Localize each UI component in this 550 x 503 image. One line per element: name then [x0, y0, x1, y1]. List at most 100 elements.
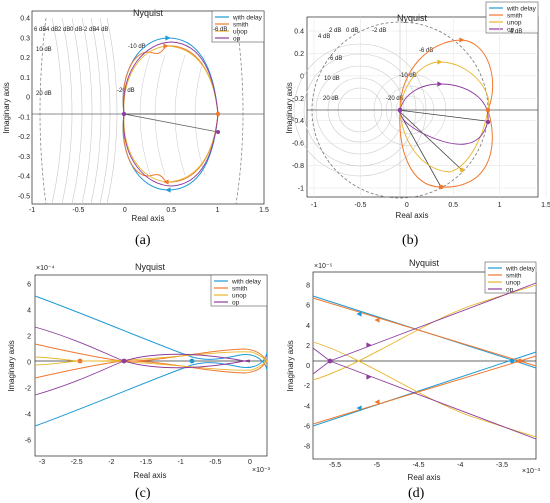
series-line-with-delay	[34, 295, 268, 371]
panel-d-y-tick-label: -8	[304, 444, 310, 451]
panel-b-y-tick-label: -0.6	[292, 141, 304, 148]
panel-b-x-tick-label: 0.5	[448, 202, 458, 209]
db-label: -6 dB	[213, 27, 227, 33]
series-line-unop	[34, 351, 268, 363]
panel-a-y-tick-label: 0	[26, 95, 30, 102]
db-label: -20 dB	[117, 88, 135, 94]
radial-line	[397, 109, 442, 188]
grid-curve	[99, 17, 111, 205]
panel-d-ylabel: Imaginary axis	[286, 340, 295, 392]
db-label: 2 dB	[329, 28, 341, 34]
panel-a-y-tick-label: -0.5	[18, 194, 30, 201]
grid-curve	[174, 54, 186, 176]
legend-entry-op: op	[507, 26, 515, 33]
series-point-op	[121, 358, 127, 364]
panel-a-y-tick-label: -0.4	[18, 174, 30, 181]
panel-d-x-tick-label: -5	[374, 462, 380, 469]
panel-d-y-tick-label: 6	[306, 303, 310, 310]
series-point-op	[485, 119, 491, 125]
panel-d-x-tick-label: -4	[457, 462, 463, 469]
panel-d-y-tick-label: 2	[306, 343, 310, 350]
series-marker-smith	[374, 399, 380, 405]
panel-d-series	[312, 282, 537, 440]
panel-c-y-exponent: ×10⁻⁴	[36, 265, 55, 272]
panel-d-y-tick-label: 0	[306, 363, 310, 370]
series-marker-smith	[374, 317, 380, 323]
series-point-smith	[77, 358, 83, 364]
panel-b-y-tick-label: -0.2	[292, 96, 304, 103]
db-label: 2 dB	[58, 27, 70, 33]
panel-c-y-tick-label: 2	[27, 334, 31, 341]
panel-a-y-tick-label: 0.2	[20, 55, 30, 62]
series-line-unop	[34, 359, 268, 371]
panel-a-y-tick-label: 0.3	[20, 35, 30, 42]
series-marker-smith	[163, 179, 169, 185]
series-point-smith	[438, 184, 444, 190]
grid-curve	[90, 17, 102, 205]
series-line-smith	[34, 359, 268, 379]
panel-c-x-tick-label: -1	[178, 459, 184, 466]
panel-c-x-tick-label: -3	[39, 459, 45, 466]
panel-c-caption: (c)	[135, 486, 151, 501]
panel-c-y-tick-label: -6	[25, 438, 31, 445]
panel-c-y-tick-label: -4	[25, 412, 31, 419]
panel-b-x-tick-label: -1	[311, 202, 317, 209]
panel-a-xlabel: Real axis	[132, 214, 165, 223]
series-point-op	[327, 358, 333, 364]
panel-c-y-tick-label: 0	[27, 360, 31, 367]
panel-a-caption: (a)	[135, 233, 151, 248]
panel-d-y-tick-label: -2	[304, 383, 310, 390]
series-point-op	[397, 107, 403, 113]
series-marker-unop	[437, 59, 443, 65]
panel-c-x-exponent: ×10⁻³	[252, 467, 271, 474]
grid-curve	[71, 17, 83, 205]
panel-b-x-tick-label: 1	[498, 202, 502, 209]
db-label: 20 dB	[323, 96, 339, 102]
grid-curve	[194, 54, 206, 176]
legend-entry-with-delay: with delay	[232, 14, 263, 21]
panel-c-y-tick-label: -2	[25, 386, 31, 393]
series-point-unop	[459, 167, 465, 173]
panel-a-title: Nyquist	[133, 8, 164, 18]
series-point-with-delay	[189, 358, 195, 364]
db-label: -10 dB	[128, 44, 146, 50]
series-point-op	[121, 111, 127, 117]
series-point-smith	[215, 111, 221, 117]
legend-box	[485, 1, 539, 34]
panel-a-y-tick-label: -0.3	[18, 154, 30, 161]
db-label: -20 dB	[386, 96, 404, 102]
panel-b-ticks: -1 -0.5 0 0.5 1 1.5 -1 -0.8 -0.6 -0.4 -0.2 0 0.2 0.4	[292, 29, 550, 210]
series-marker-with-delay	[165, 187, 171, 193]
series-line-unop	[312, 284, 537, 381]
series-line-smith	[34, 343, 268, 363]
legend-box	[210, 274, 268, 307]
legend-entry-unop: unop	[232, 292, 247, 299]
series-point-with-delay	[509, 358, 515, 364]
db-label: 0 dB	[70, 27, 82, 33]
panel-b-y-tick-label: 0.4	[294, 29, 304, 36]
panel-d-x-exponent: ×10⁻³	[522, 468, 541, 475]
db-label: -4 dB	[508, 29, 522, 35]
panel-b-xlabel: Real axis	[396, 211, 429, 220]
panel-d-ticks: -5.5 -5 -4.5 -4 -3.5 -8 -6 -4 -2 0 2 4 6 8	[304, 283, 508, 470]
series-line-op	[123, 113, 219, 187]
series-line-op	[123, 41, 219, 115]
radial-line	[397, 109, 487, 122]
series-marker-smith	[163, 43, 169, 49]
series-point-smith	[517, 358, 523, 364]
panel-b-y-tick-label: 0	[300, 73, 304, 80]
db-label: -2 dB	[82, 27, 96, 33]
grid-boundary	[39, 17, 47, 205]
panel-b-y-tick-label: 0.2	[294, 51, 304, 58]
panel-a-ticks: -1 -0.5 0 0.5 1 1.5 -0.5 -0.4 -0.3 -0.2 -0.1 0 0.1 0.…	[18, 16, 269, 215]
panel-b-ylabel: Imaginary axis	[285, 82, 294, 134]
grid-curve	[81, 17, 93, 205]
radial-line	[397, 109, 463, 171]
series-line-with-delay	[34, 351, 268, 427]
legend-entry-unop: unop	[233, 28, 248, 35]
panel-c: Nyquist Real axis Imaginary axis ×10⁻⁴ ×…	[7, 262, 271, 501]
legend-entry-unop: unop	[506, 279, 521, 286]
series-marker-op	[437, 81, 443, 87]
